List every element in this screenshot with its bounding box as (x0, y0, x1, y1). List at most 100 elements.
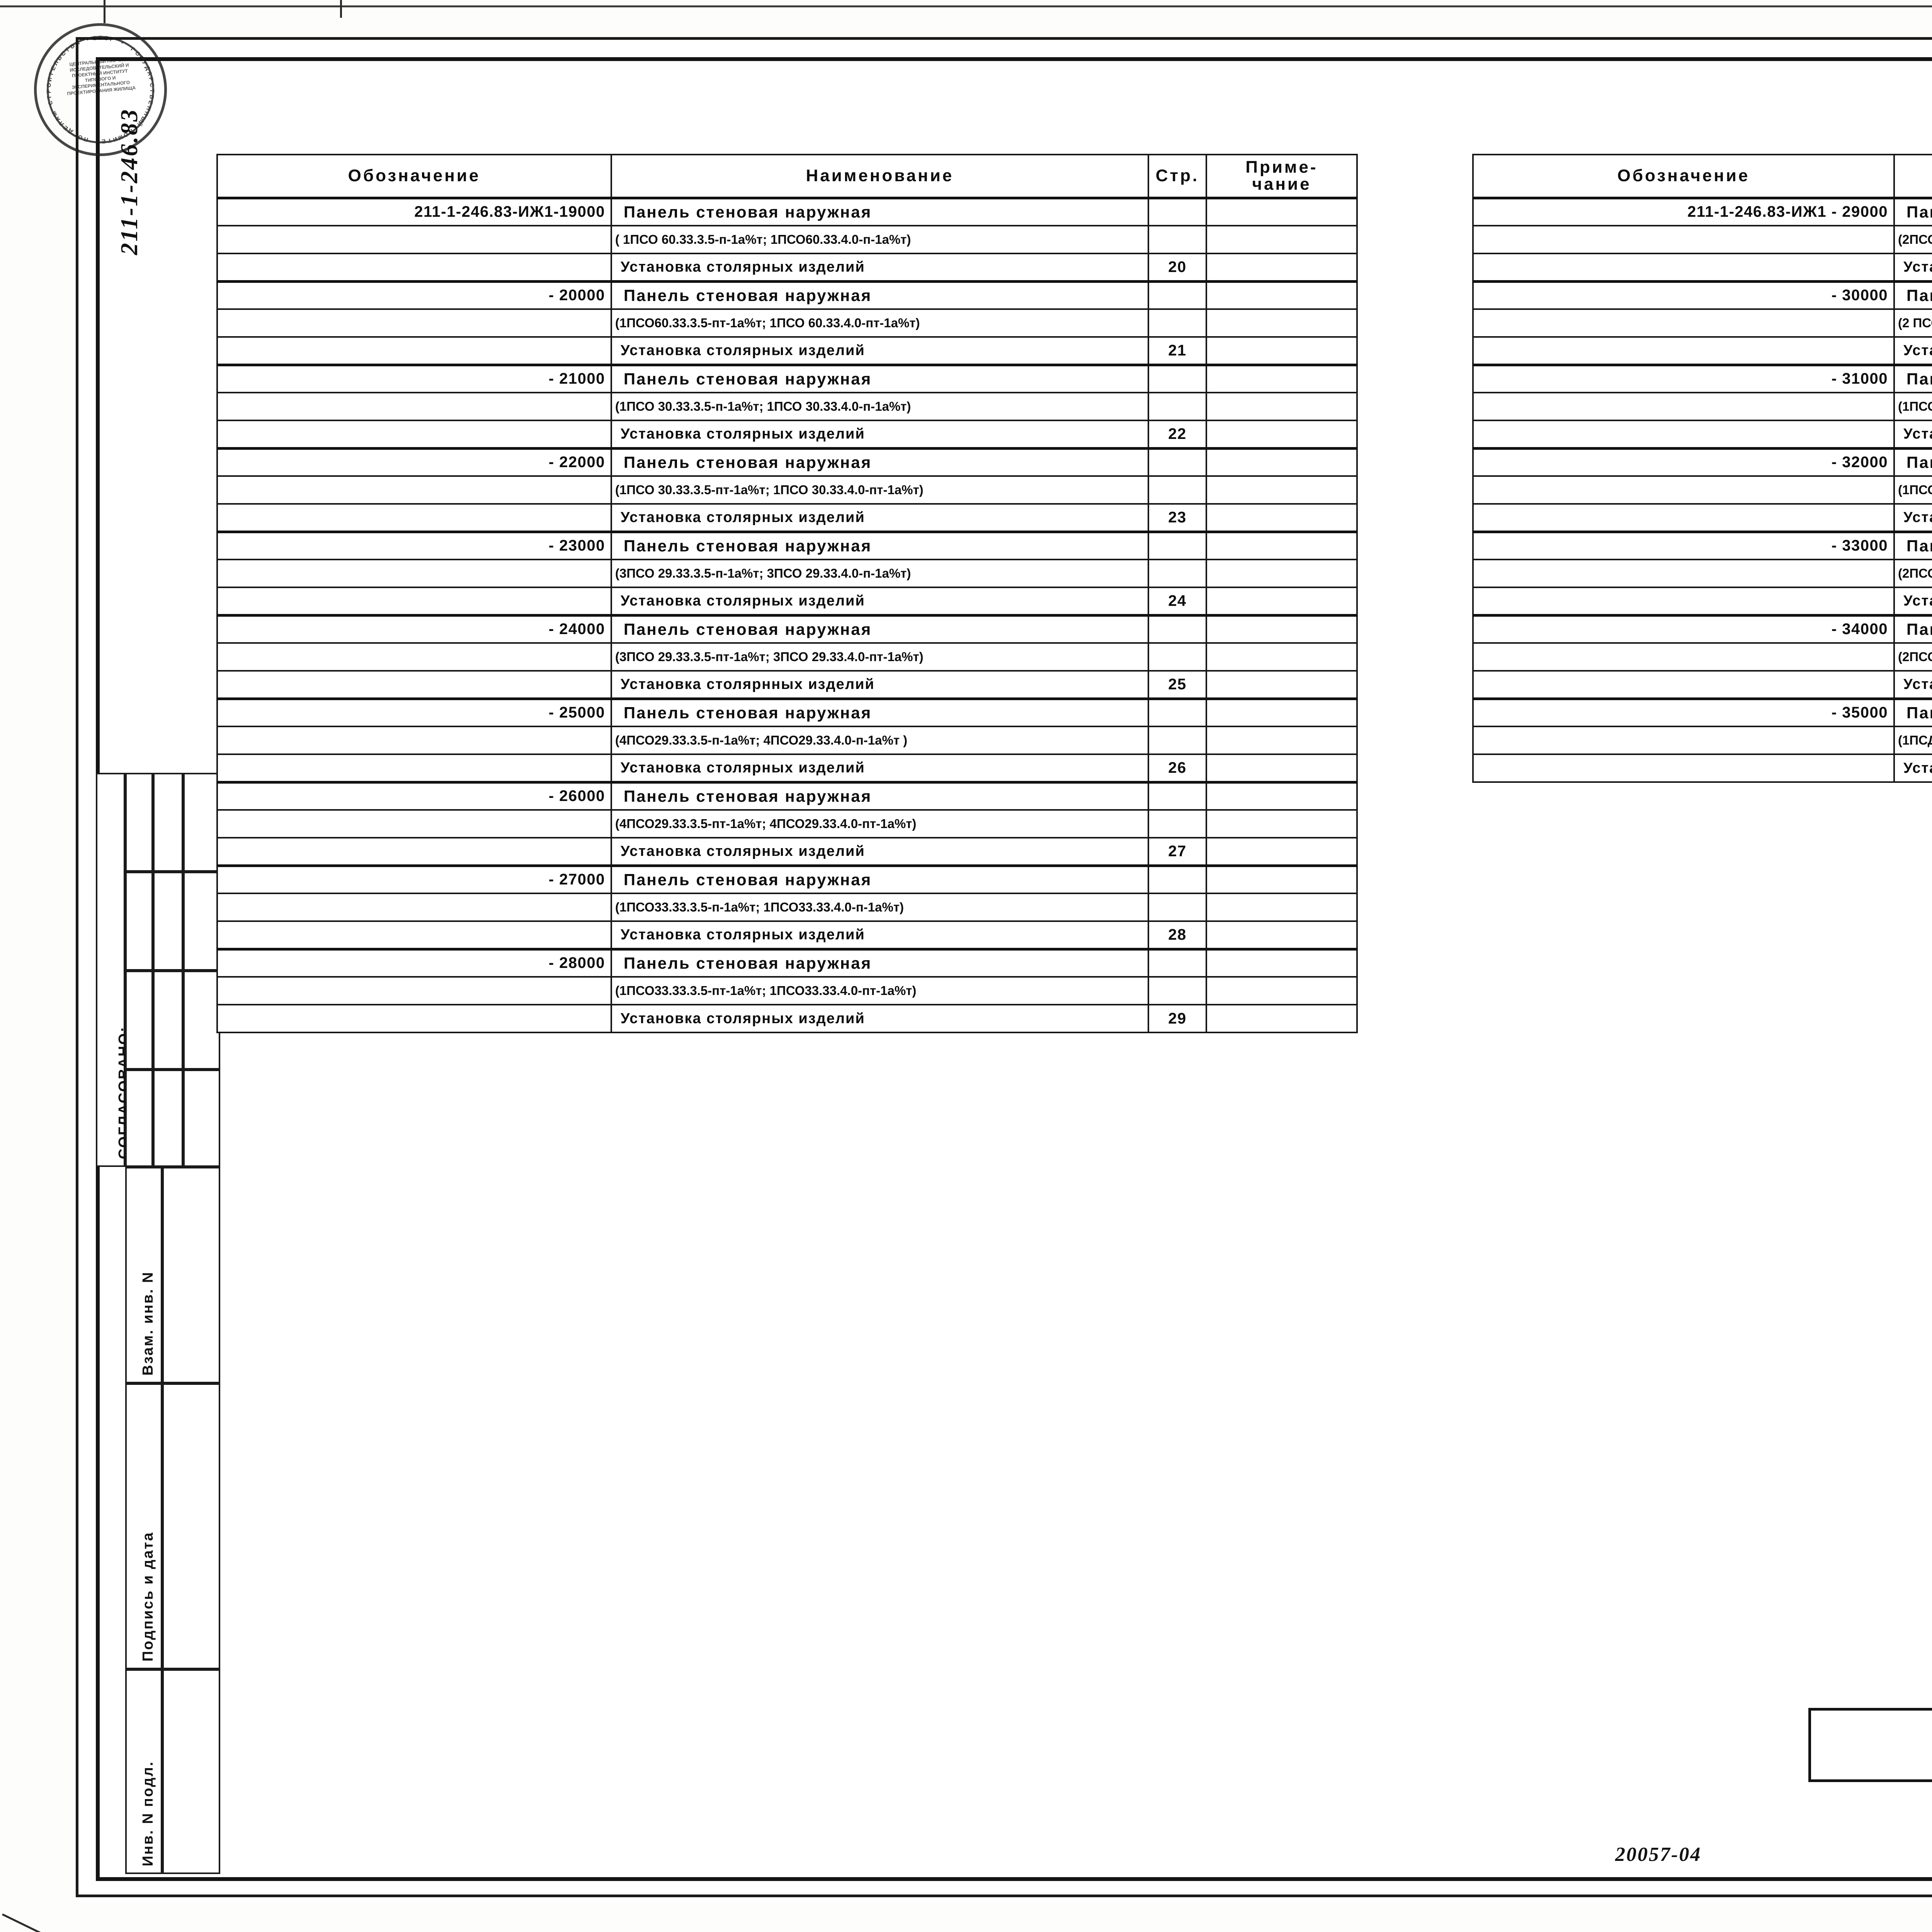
cell-note (1206, 781, 1358, 811)
cell-note (1206, 197, 1358, 226)
side-cell-a2 (125, 872, 153, 971)
cell-designation (1472, 726, 1895, 755)
table-row: Установка столярных изделий 24 (216, 587, 1358, 616)
side-cell-podpis (125, 1383, 162, 1669)
cell-name: (1ПСО28.33.3.5-п-1а%т; 1ПСО28.33.4.0-п-1… (1893, 392, 1932, 421)
table-row: Установка столярных изделий 21 (216, 336, 1358, 366)
cell-name: (1ПСО60.33.3.5-пт-1а%т; 1ПСО 60.33.4.0-п… (611, 308, 1149, 338)
cell-name: Панель стеновая наружная (611, 698, 1149, 727)
cell-name: (2ПСО33.33.3.5-п-1б%т; 2ПСО33.33.4.0-п-1… (1893, 559, 1932, 588)
cell-name: Установка столярных изделий (611, 753, 1149, 783)
side-cell-a4 (125, 1070, 153, 1167)
cell-page: 29 (1148, 1004, 1207, 1033)
cell-designation (216, 670, 612, 699)
cell-designation (216, 726, 612, 755)
cell-designation (1472, 642, 1895, 672)
cell-note (1206, 559, 1358, 588)
table-row: Установка столярнных изделий 25 (216, 670, 1358, 699)
cell-note (1206, 614, 1358, 644)
cell-name: Панель стеновая наружная (1893, 614, 1932, 644)
table-row: (1ПСО28.33.3.5-п-1а%т; 1ПСО28.33.4.0-п-1… (1472, 392, 1932, 421)
cell-designation: - 27000 (216, 865, 612, 894)
cell-designation (216, 920, 612, 950)
cell-note (1206, 281, 1358, 310)
title-block-document-code: 211-1-246.83-ИЖ1-0000ЛО (1811, 1711, 1932, 1779)
side-cell-a3 (125, 971, 153, 1070)
cell-name: (3ПСО 29.33.3.5-п-1а%т; 3ПСО 29.33.4.0-п… (611, 559, 1149, 588)
cell-designation (1472, 420, 1895, 449)
table-row: - 20000 Панель стеновая наружная (216, 281, 1358, 310)
table-row: (4ПСО29.33.3.5-п-1а%т; 4ПСО29.33.4.0-п-1… (216, 726, 1358, 755)
cell-page (1148, 308, 1207, 338)
cell-page (1148, 225, 1207, 254)
cell-name: Установка столярнных изделий (611, 670, 1149, 699)
cell-page (1148, 809, 1207, 838)
cell-designation (216, 336, 612, 366)
registration-mark-top-mid (340, 0, 342, 18)
cell-name: Установка столярных изделий (611, 420, 1149, 449)
cell-designation (1472, 475, 1895, 505)
cell-name: Панель стеновая наружная (611, 781, 1149, 811)
cell-designation (1472, 336, 1895, 366)
cell-name: Установка столярных изделий (1893, 253, 1932, 282)
table-row: Установка столярных изделий 27 (216, 837, 1358, 866)
cell-page (1148, 865, 1207, 894)
specification-table-left: Обозначение Наименование Стр. Приме- чан… (216, 154, 1358, 1033)
side-cell-inv-podl (125, 1669, 162, 1874)
cell-name: Установка столярных изделий (611, 336, 1149, 366)
table-row: (1ПСО60.33.3.5-пт-1а%т; 1ПСО 60.33.4.0-п… (216, 308, 1358, 338)
cell-page: 21 (1148, 336, 1207, 366)
cell-name: Панель стеновая наружная (1893, 447, 1932, 477)
cell-page (1148, 475, 1207, 505)
cell-page (1148, 614, 1207, 644)
side-cell-vzam (125, 1167, 162, 1383)
cell-name: Панель стеновая наружная (611, 865, 1149, 894)
table-row: Установка столярных изделий33 (1472, 503, 1932, 532)
cell-page (1148, 559, 1207, 588)
cell-note (1206, 893, 1358, 922)
cell-designation (1472, 392, 1895, 421)
table-row: (1ПСД 29.33.3.5-п-1а%т; 1ПСД 29.33.4.0-п… (1472, 726, 1932, 755)
cell-name: ( 1ПСО 60.33.3.5-п-1а%т; 1ПСО60.33.4.0-п… (611, 225, 1149, 254)
cell-note (1206, 753, 1358, 783)
cell-name: Установка столярных изделий (1893, 587, 1932, 616)
cell-note (1206, 865, 1358, 894)
cell-designation (1472, 225, 1895, 254)
cell-name: (2ПСО33.33.3.5-п-1а%т; 2ПСО 33.33.4.0-п-… (1893, 225, 1932, 254)
cell-page (1148, 698, 1207, 727)
cell-designation: - 28000 (216, 948, 612, 978)
cell-name: Установка столярных изделий (611, 503, 1149, 532)
table-row: - 31000Панель стеновая наружная (1472, 364, 1932, 393)
cell-designation (1472, 253, 1895, 282)
cell-designation: - 21000 (216, 364, 612, 393)
specification-table-right: Обозначение Наименование Стр. Приме- чан… (1472, 154, 1932, 783)
cell-name: Панель стеновая наружная (611, 281, 1149, 310)
cell-designation (1472, 670, 1895, 699)
table-row: Установка столярных изделий 22 (216, 420, 1358, 449)
cell-note (1206, 837, 1358, 866)
cell-designation: - 34000 (1472, 614, 1895, 644)
table-row: - 27000 Панель стеновая наружная (216, 865, 1358, 894)
cell-name: Установка столярных изделий (611, 920, 1149, 950)
side-cell-c2 (183, 872, 220, 971)
table-row: Установка столярных изделий 28 (216, 920, 1358, 950)
cell-designation (216, 253, 612, 282)
side-cell-podpis-value (162, 1383, 220, 1669)
side-cell-c1 (183, 773, 220, 872)
cell-name: Панель стеновая наружная (1893, 197, 1932, 226)
cell-designation (216, 1004, 612, 1033)
table-row: (1ПСО33.33.3.5-пт-1а%т; 1ПСО33.33.4.0-пт… (216, 976, 1358, 1005)
cell-name: Установка столярных изделий (611, 837, 1149, 866)
table-row: (2 ПСО33.33.3.5-пт-1а%т; 2ПСО33.33.4.0-п… (1472, 308, 1932, 338)
cell-designation (216, 475, 612, 505)
cell-page: 28 (1148, 920, 1207, 950)
side-cell-b2 (153, 872, 183, 971)
cell-name: (2ПСО 33.33.3.5-пт-1б%т; 2ПСО33.33.4.0-п… (1893, 642, 1932, 672)
cell-designation: - 31000 (1472, 364, 1895, 393)
table-row: (1ПСО 30.33.3.5-п-1а%т; 1ПСО 30.33.4.0-п… (216, 392, 1358, 421)
cell-page (1148, 447, 1207, 477)
cell-designation (216, 225, 612, 254)
cell-note (1206, 336, 1358, 366)
header-designation-left: Обозначение (216, 154, 612, 199)
